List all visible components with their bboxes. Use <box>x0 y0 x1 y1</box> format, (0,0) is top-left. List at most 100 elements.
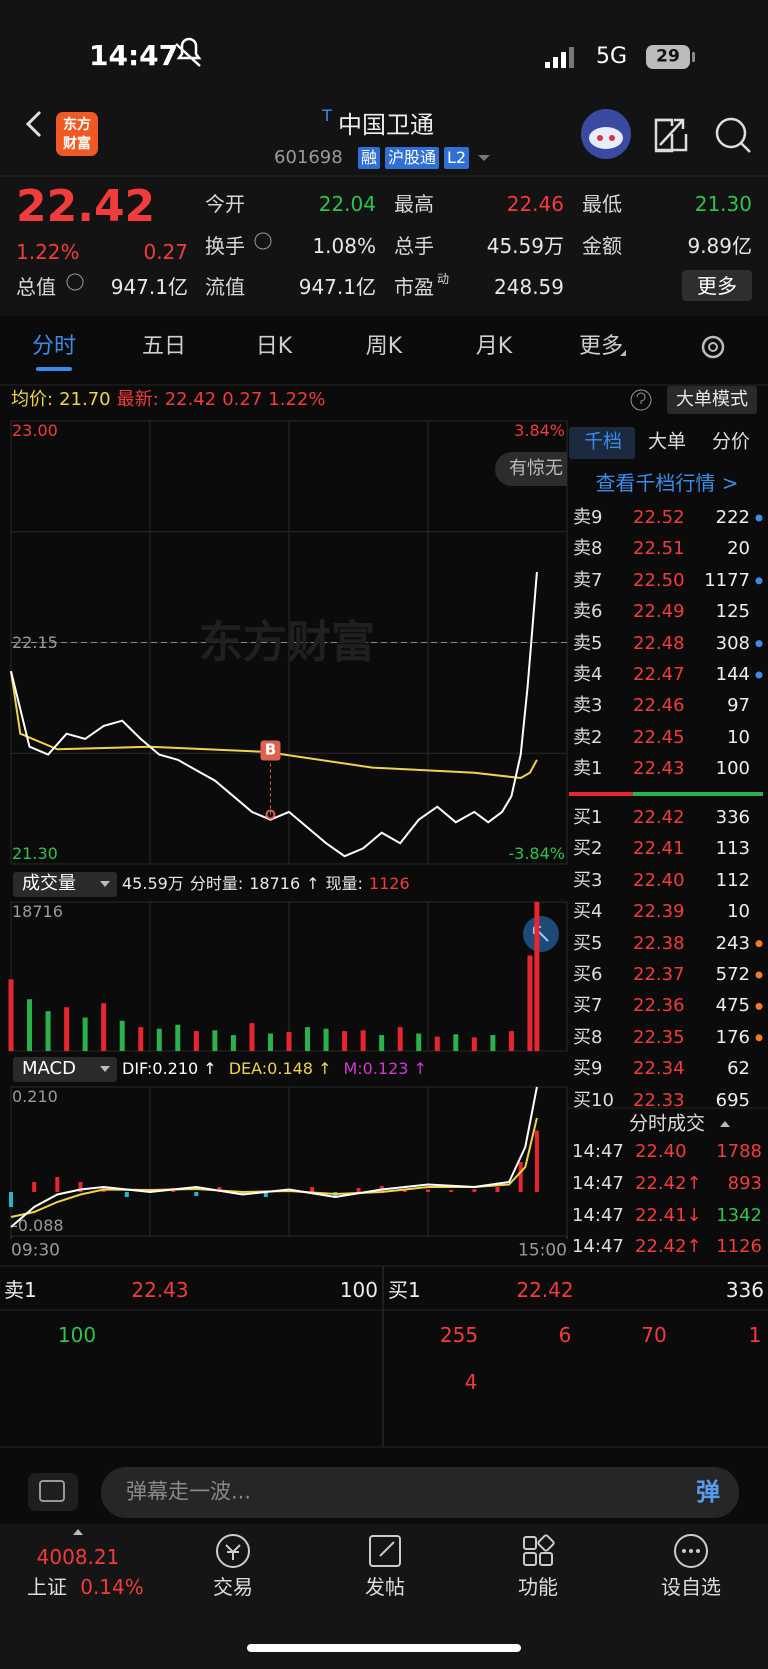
dif-label: DIF:0.210 ↑ <box>122 1059 217 1078</box>
barrage-button[interactable]: 弹 <box>696 1478 720 1506</box>
macd-bar <box>534 1130 539 1192</box>
comment-input-bg[interactable] <box>101 1467 739 1518</box>
mode-button[interactable]: 大单模式 <box>676 389 748 410</box>
chart-tab[interactable]: 周K <box>365 334 403 359</box>
y-tick-label: 18716 <box>12 902 63 921</box>
func-icon <box>523 1552 537 1566</box>
status-battery: 29 <box>656 46 680 67</box>
field-label: 流值 <box>205 275 245 299</box>
chart-tab[interactable]: 五日 <box>141 334 187 359</box>
level-label: 卖7 <box>573 569 603 591</box>
index-change[interactable]: 0.14% <box>80 1575 144 1599</box>
level-label: 卖8 <box>573 538 603 560</box>
logo-text[interactable]: 财富 <box>63 136 91 152</box>
level-volume: 20 <box>727 538 750 560</box>
marker-badge <box>260 740 281 761</box>
more-tab-icon <box>620 350 626 356</box>
chart-tab[interactable]: 月K <box>475 334 513 359</box>
volume-bar <box>360 1030 366 1051</box>
book-tab[interactable]: 大单 <box>647 430 687 453</box>
logo-box[interactable] <box>56 112 98 156</box>
watchlist-icon[interactable] <box>674 1534 708 1568</box>
volume-total: 45.59万 <box>122 874 184 893</box>
mode-button-bg[interactable] <box>667 386 757 414</box>
more-button[interactable]: 更多 <box>697 274 737 298</box>
more-button-bg[interactable] <box>682 270 752 301</box>
level-volume: 113 <box>715 838 750 860</box>
level-price: 22.38 <box>633 932 685 954</box>
settings-icon[interactable] <box>701 335 725 359</box>
big-order-dot <box>755 514 763 522</box>
search-icon[interactable] <box>715 117 747 149</box>
share-frame <box>654 118 688 152</box>
level-label: 卖6 <box>573 601 603 623</box>
bid-label: 买1 <box>388 1278 421 1302</box>
book-tab[interactable]: 千档 <box>583 430 623 453</box>
popup-hint[interactable]: 有惊无 <box>495 452 567 486</box>
big-order-dot <box>755 971 763 979</box>
trade-price: 22.41↓ <box>635 1205 702 1226</box>
home-indicator <box>247 1644 521 1652</box>
trade-icon[interactable] <box>216 1534 250 1568</box>
dropdown-icon[interactable] <box>478 155 490 161</box>
trade-volume: 893 <box>727 1173 762 1194</box>
level-volume: 144 <box>715 664 750 685</box>
trade-price: 22.40 <box>635 1141 687 1162</box>
field-value: 9.89亿 <box>687 234 752 258</box>
trade-volume: 1342 <box>716 1205 762 1226</box>
help-mark <box>636 392 646 404</box>
change-pct: 1.22% <box>268 389 326 410</box>
nav-item[interactable]: 功能 <box>518 1575 558 1599</box>
nav-item[interactable]: 发帖 <box>365 1575 405 1599</box>
chart-tab[interactable]: 分时 <box>31 334 77 359</box>
barrage-icon-bg[interactable] <box>28 1473 78 1511</box>
index-value[interactable]: 4008.21 <box>36 1545 120 1569</box>
big-order-dot <box>755 671 763 679</box>
volume-bar <box>64 1007 70 1051</box>
index-name[interactable]: 上证 <box>27 1575 67 1599</box>
status-time: 14:47 <box>89 39 179 72</box>
func-icon[interactable] <box>523 1536 537 1550</box>
level-price: 22.45 <box>633 726 685 748</box>
macd-bar <box>426 1189 430 1192</box>
volume-bar <box>27 999 33 1051</box>
marker-label: B <box>264 740 277 759</box>
help-icon[interactable] <box>630 389 652 411</box>
volume-bar <box>323 1028 329 1051</box>
volume-bar <box>508 1031 514 1051</box>
info-icon[interactable] <box>66 273 84 291</box>
chart-tab[interactable]: 更多 <box>578 334 624 359</box>
level-label: 买1 <box>573 807 603 828</box>
trades-toggle[interactable] <box>720 1121 730 1127</box>
big-order-dot <box>755 1002 763 1010</box>
nav-item[interactable]: 交易 <box>213 1575 253 1599</box>
field-label: 总手 <box>394 234 434 258</box>
info-icon[interactable] <box>254 232 272 250</box>
chart-tab[interactable]: 日K <box>255 334 293 359</box>
bid-queue-order: 6 <box>558 1323 572 1347</box>
book-tab[interactable]: 分价 <box>711 430 751 453</box>
macd-selector-bg[interactable] <box>13 1057 117 1082</box>
volume-selector-bg[interactable] <box>13 872 117 897</box>
index-toggle[interactable] <box>73 1529 83 1535</box>
level-volume: 10 <box>727 901 750 923</box>
post-icon[interactable] <box>369 1535 401 1567</box>
nav-item[interactable]: 设自选 <box>661 1575 721 1599</box>
signal-bar <box>545 62 550 68</box>
comment-placeholder[interactable]: 弹幕走一波... <box>126 1479 252 1504</box>
change: 0.27 <box>222 389 263 410</box>
now-volume: 1126 <box>368 874 410 893</box>
field-value: 947.1亿 <box>298 275 376 299</box>
logo-text[interactable]: 东方 <box>63 117 91 133</box>
volume-selector[interactable]: 成交量 <box>22 873 76 894</box>
trade-time: 14:47 <box>572 1236 624 1257</box>
back-icon[interactable] <box>25 110 42 138</box>
level-label: 卖4 <box>573 664 603 685</box>
level-volume: 125 <box>715 601 750 623</box>
level-label: 买6 <box>573 964 603 985</box>
level-label: 买9 <box>573 1058 603 1080</box>
volume-bar <box>249 1023 255 1051</box>
depth-link[interactable]: 查看千档行情 > <box>595 471 739 495</box>
dea-label: DEA:0.148 ↑ <box>228 1059 332 1078</box>
macd-selector[interactable]: MACD <box>22 1058 76 1079</box>
